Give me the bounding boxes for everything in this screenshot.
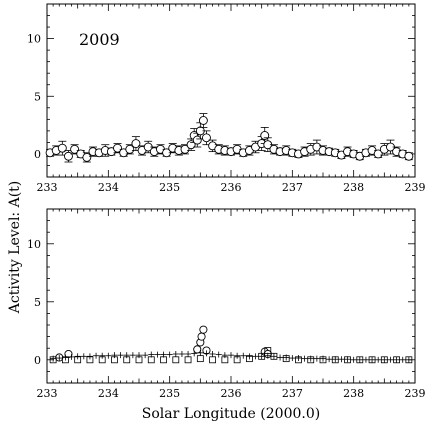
data-point: [356, 356, 364, 364]
top-x-tick-label: 235: [159, 181, 180, 194]
top-series-0: [45, 113, 414, 163]
data-point: [245, 355, 253, 363]
data-point: [113, 143, 122, 153]
bottom-x-tick-label: 235: [159, 387, 180, 400]
data-point: [344, 356, 351, 364]
data-point: [264, 347, 272, 354]
bottom-x-tick-label: 237: [282, 387, 303, 400]
data-point: [331, 356, 339, 364]
data-point: [131, 139, 141, 149]
data-point: [198, 116, 208, 125]
bottom-y-tick-label: 5: [34, 296, 41, 309]
data-point: [380, 356, 388, 364]
data-point: [57, 143, 67, 153]
data-point: [221, 356, 229, 364]
data-point: [270, 352, 278, 360]
data-point: [282, 355, 290, 363]
bottom-series-1: [50, 349, 412, 363]
top-x-tick-label: 234: [98, 181, 119, 194]
data-point: [233, 356, 241, 364]
data-point: [184, 356, 192, 364]
data-point: [64, 151, 73, 161]
data-point: [74, 356, 82, 364]
bottom-series-2: [49, 347, 413, 364]
data-point: [199, 325, 208, 334]
top-panel-title: 2009: [79, 30, 120, 49]
bottom-x-tick-label: 239: [405, 387, 426, 400]
data-point: [404, 151, 414, 161]
data-point: [180, 144, 190, 154]
data-point: [405, 356, 413, 364]
data-point: [193, 345, 202, 354]
x-axis-label: Solar Longitude (2000.0): [142, 406, 320, 422]
data-point: [82, 152, 92, 162]
top-y-tick-label: 5: [34, 90, 41, 103]
data-point: [98, 356, 106, 364]
top-x-tick-label: 237: [282, 181, 303, 194]
data-point: [62, 356, 69, 364]
top-x-tick-label: 233: [37, 181, 58, 194]
data-point: [258, 352, 266, 360]
data-point: [373, 149, 383, 159]
data-point: [160, 356, 167, 364]
data-point: [147, 356, 155, 364]
top-x-tick-label: 238: [343, 181, 364, 194]
data-point: [172, 356, 180, 364]
bottom-x-tick-label: 236: [221, 387, 242, 400]
panel-top: 233 234 235 236 237 238 239 0 5 10 2009: [27, 3, 426, 194]
bottom-x-tick-label: 233: [37, 387, 58, 400]
data-point: [319, 356, 327, 364]
data-point: [70, 144, 80, 154]
panel-bottom: 233 234 235 236 237 238 239 0 5 10: [27, 208, 426, 400]
data-point: [111, 356, 118, 364]
data-point: [86, 356, 94, 364]
top-x-tick-label: 236: [221, 181, 242, 194]
data-point: [202, 133, 211, 143]
data-point: [192, 135, 202, 145]
data-point: [368, 356, 376, 364]
bottom-x-tick-label: 238: [343, 387, 364, 400]
data-point: [209, 356, 217, 364]
bottom-x-tick-label: 234: [98, 387, 119, 400]
data-point: [197, 332, 206, 341]
data-point: [295, 356, 302, 364]
top-y-tick-label: 10: [27, 33, 41, 46]
bottom-y-tick-label: 10: [27, 238, 41, 251]
data-point: [196, 355, 204, 363]
data-point: [123, 356, 131, 364]
top-y-tick-label: 0: [34, 148, 41, 161]
data-point: [135, 356, 143, 364]
data-point: [125, 144, 135, 154]
top-x-tick-label: 239: [405, 181, 426, 194]
y-axis-label: Activity Level: A(t): [7, 181, 23, 315]
data-point: [49, 356, 57, 364]
data-point: [393, 356, 401, 364]
bottom-y-tick-label: 0: [34, 354, 41, 367]
data-point: [307, 356, 315, 364]
